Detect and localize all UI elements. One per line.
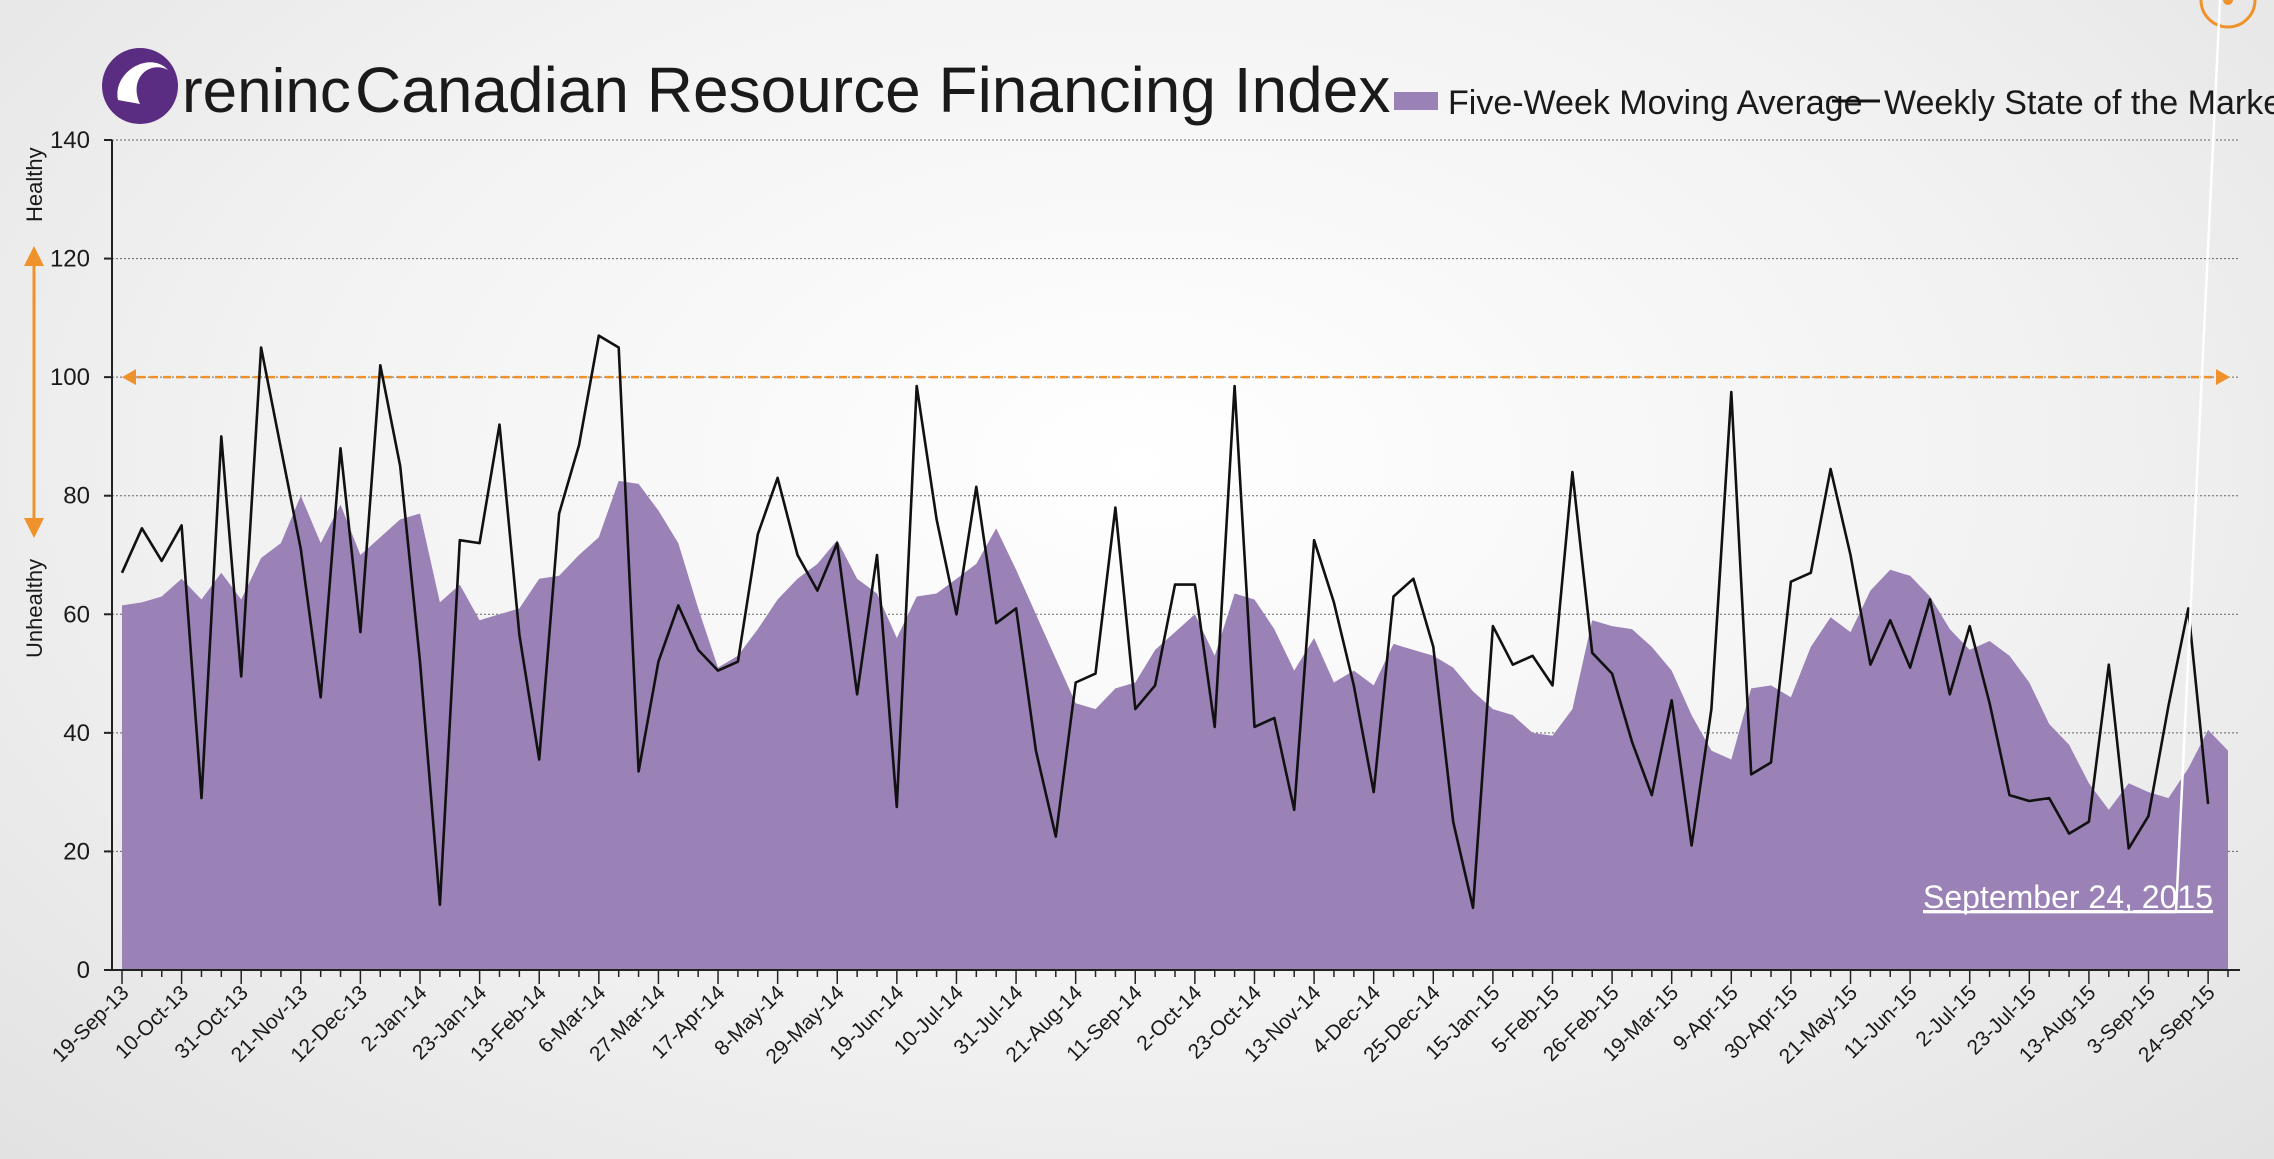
series-moving-average-area <box>122 480 2228 970</box>
side-label-unhealthy: Unhealthy <box>22 559 47 658</box>
callout-leader-line <box>2174 0 2222 913</box>
y-tick-label: 0 <box>77 957 90 984</box>
brand-logo: reninc Canadian Resource Financing Index <box>102 48 1390 126</box>
series-weekly-line <box>120 334 2210 910</box>
legend-swatch-area <box>1394 92 1438 110</box>
logo-swoosh-icon <box>117 62 168 104</box>
legend: Five-Week Moving Average Weekly State of… <box>1394 84 2274 122</box>
reference-arrow-right-icon <box>2216 369 2230 386</box>
y-tick-label: 140 <box>50 127 90 154</box>
callout-label: September 24, 2015 <box>1923 879 2213 915</box>
y-tick-label: 80 <box>63 483 90 510</box>
side-label-healthy: Healthy <box>22 147 47 222</box>
y-tick-label: 20 <box>63 838 90 865</box>
callout-ring-icon <box>2199 0 2257 29</box>
health-arrow-icon <box>24 246 44 538</box>
reference-arrow-left-icon <box>122 369 136 386</box>
y-tick-label: 120 <box>50 246 90 273</box>
legend-label-moving-average: Five-Week Moving Average <box>1448 84 1863 122</box>
latest-point-callout: September 24, 2015 <box>1923 0 2257 915</box>
legend-label-weekly: Weekly State of the Market <box>1884 84 2274 122</box>
y-tick-label: 40 <box>63 720 90 747</box>
callout-point <box>2223 0 2233 5</box>
y-tick-label: 60 <box>63 601 90 628</box>
chart-title: Canadian Resource Financing Index <box>355 54 1390 126</box>
y-tick-label: 100 <box>50 364 90 391</box>
logo-circle-icon <box>102 48 178 124</box>
brand-name: reninc <box>182 57 351 126</box>
